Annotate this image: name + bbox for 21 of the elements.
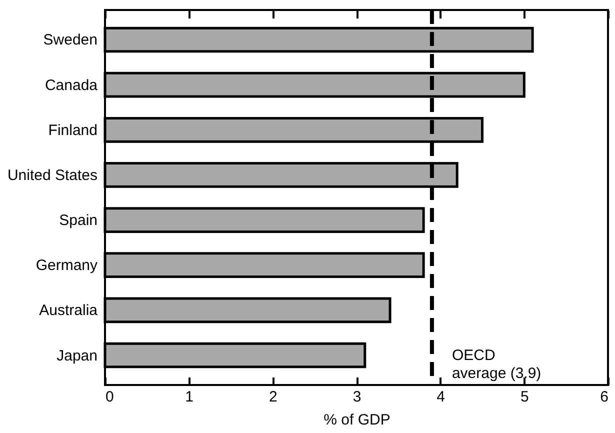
- x-tick-label: 2: [268, 388, 278, 406]
- x-tick-label: 6: [600, 388, 608, 406]
- y-tick-label: Germany: [36, 257, 98, 274]
- x-axis-title: % of GDP: [324, 412, 390, 428]
- y-tick-label: United States: [7, 166, 98, 184]
- x-tick-label: 5: [520, 388, 529, 406]
- x-tick-label: 0: [106, 388, 114, 406]
- bar: [104, 297, 392, 324]
- x-tick-label: 3: [352, 388, 362, 406]
- y-tick-label: Australia: [39, 302, 98, 320]
- x-tick-label: 4: [436, 388, 446, 406]
- x-tick-label: 1: [185, 388, 194, 406]
- bar: [104, 207, 425, 233]
- y-tick-label: Canada: [44, 76, 98, 94]
- y-tick-label: Finland: [48, 122, 98, 139]
- y-tick-label: Spain: [59, 212, 98, 230]
- y-tick-label: Japan: [56, 347, 98, 364]
- ref-line-label: OECD average (3.9): [452, 347, 542, 382]
- bar: [104, 252, 425, 278]
- y-tick-label: Sweden: [43, 32, 98, 49]
- bar: [104, 342, 366, 368]
